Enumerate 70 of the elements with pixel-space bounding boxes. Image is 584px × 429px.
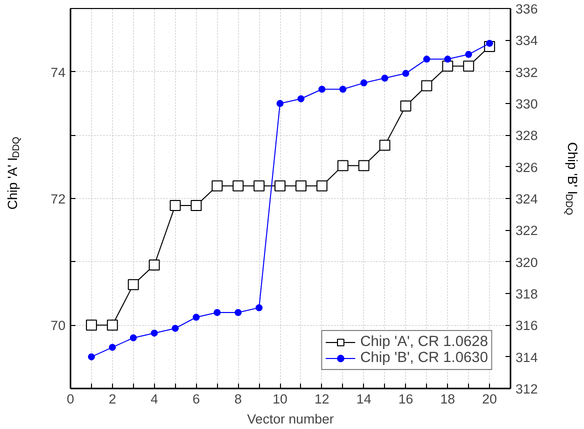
point (256, 304, 263, 312)
point (86, 320, 97, 331)
y2-tick-label: 336 (516, 2, 538, 16)
point (358, 160, 370, 172)
legend-label: Chip 'A', CR 1.0628 (360, 334, 488, 350)
point (316, 180, 328, 192)
point (444, 56, 452, 63)
point (318, 86, 326, 93)
point (148, 260, 160, 270)
point (190, 200, 202, 211)
x-tick-label: 16 (398, 392, 414, 406)
point (402, 70, 410, 77)
y2-tick-label: 316 (516, 318, 538, 334)
point (88, 353, 95, 360)
y-tick-label: 70 (50, 318, 66, 334)
point (463, 60, 474, 72)
point (337, 160, 348, 172)
point (214, 309, 221, 316)
point (232, 180, 244, 192)
point (339, 86, 346, 93)
y-tick-label: 74 (50, 64, 66, 80)
point (295, 180, 306, 192)
x-tick-label: 10 (272, 392, 288, 406)
point (465, 50, 472, 58)
x-tick-label: 14 (356, 392, 372, 406)
point (379, 140, 390, 151)
point (360, 79, 368, 86)
point (212, 180, 223, 192)
x-tick-label: 8 (234, 392, 242, 406)
x-tick-label: 4 (150, 392, 159, 406)
point (297, 95, 304, 102)
y2-tick-label: 320 (516, 254, 538, 270)
point (423, 56, 430, 63)
point (421, 80, 432, 92)
x-tick-label: 6 (192, 392, 200, 406)
x-tick-label: 12 (314, 392, 330, 406)
y2-tick-label: 314 (516, 350, 538, 365)
point (192, 314, 200, 321)
point (276, 100, 284, 107)
point (381, 74, 388, 82)
point (234, 309, 242, 316)
point (274, 180, 286, 192)
point (254, 180, 265, 192)
point (172, 324, 179, 332)
y2-tick-label: 328 (516, 128, 538, 144)
y2-tick-label: 312 (516, 382, 538, 396)
point (106, 320, 118, 331)
x-tick-label: 0 (66, 392, 74, 406)
point (170, 200, 181, 211)
y2-tick-label: 326 (516, 160, 538, 175)
y2-tick-label: 330 (516, 96, 538, 112)
legend-label: Chip 'B', CR 1.0630 (360, 350, 488, 366)
x-tick-label: 2 (108, 392, 116, 406)
y-tick-label: 72 (50, 192, 66, 206)
point (150, 330, 158, 337)
y2-axis-title: Chip 'B' IDDQ (563, 142, 580, 216)
y2-tick-label: 322 (516, 223, 538, 238)
point (442, 60, 454, 72)
x-tick-label: 20 (482, 392, 497, 406)
y2-tick-label: 334 (516, 33, 538, 48)
point (130, 334, 137, 342)
point (400, 100, 412, 112)
y2-tick-label: 324 (516, 192, 538, 206)
x-axis-title: Vector number (247, 412, 334, 426)
y2-tick-label: 318 (516, 286, 538, 302)
point (128, 279, 139, 290)
x-tick-label: 18 (440, 392, 456, 406)
y2-tick-label: 332 (516, 64, 538, 80)
point (108, 344, 116, 351)
y-axis-title: Chip 'A' IDDQ (5, 136, 22, 210)
